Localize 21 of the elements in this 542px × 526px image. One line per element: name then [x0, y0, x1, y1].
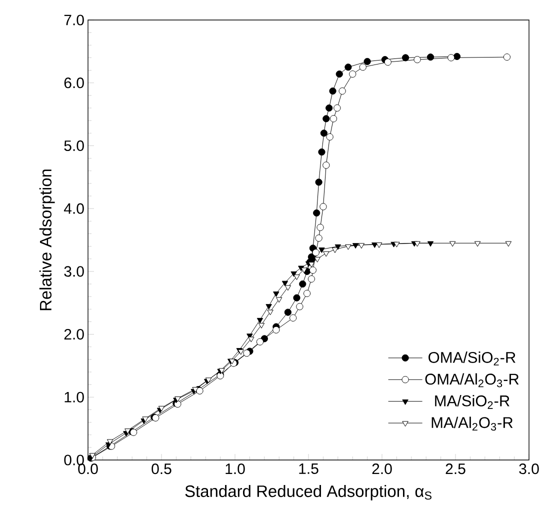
legend-label: OMA/Al$_{2}$O$_{3}$-R	[425, 373, 519, 388]
y-tick-label: 1.0	[64, 392, 84, 402]
y-tick-label: 3.0	[64, 266, 84, 277]
x-tick-label: 2.0	[372, 464, 392, 474]
x-tick-label: 3.0	[519, 464, 539, 474]
x-tick-label: 2.5	[446, 464, 466, 474]
x-tick-label: 0.0	[78, 464, 98, 474]
legend-label: MA/SiO$_{2}$-R	[435, 394, 510, 409]
y-tick-label: 5.0	[64, 140, 84, 152]
x-tick-label: 1.0	[226, 464, 245, 474]
y-tick-label: 2.0	[64, 328, 84, 340]
y-tick-label: 7.0	[64, 14, 84, 26]
legend-label: OMA/SiO$_{2}$-R	[428, 352, 516, 366]
y-tick-label: 4.0	[64, 203, 84, 214]
legend-label: MA/Al$_{2}$O$_{3}$-R	[432, 416, 513, 431]
y-axis-title: Relative Adsorption	[39, 170, 55, 310]
y-tick-label: 6.0	[64, 78, 84, 88]
x-tick-label: 0.5	[152, 464, 172, 474]
x-axis-title: Standard Reduced Adsorption, α$_{S}$	[185, 484, 432, 500]
y-tick-label: 0.0	[64, 454, 84, 466]
x-tick-label: 1.5	[299, 464, 318, 474]
